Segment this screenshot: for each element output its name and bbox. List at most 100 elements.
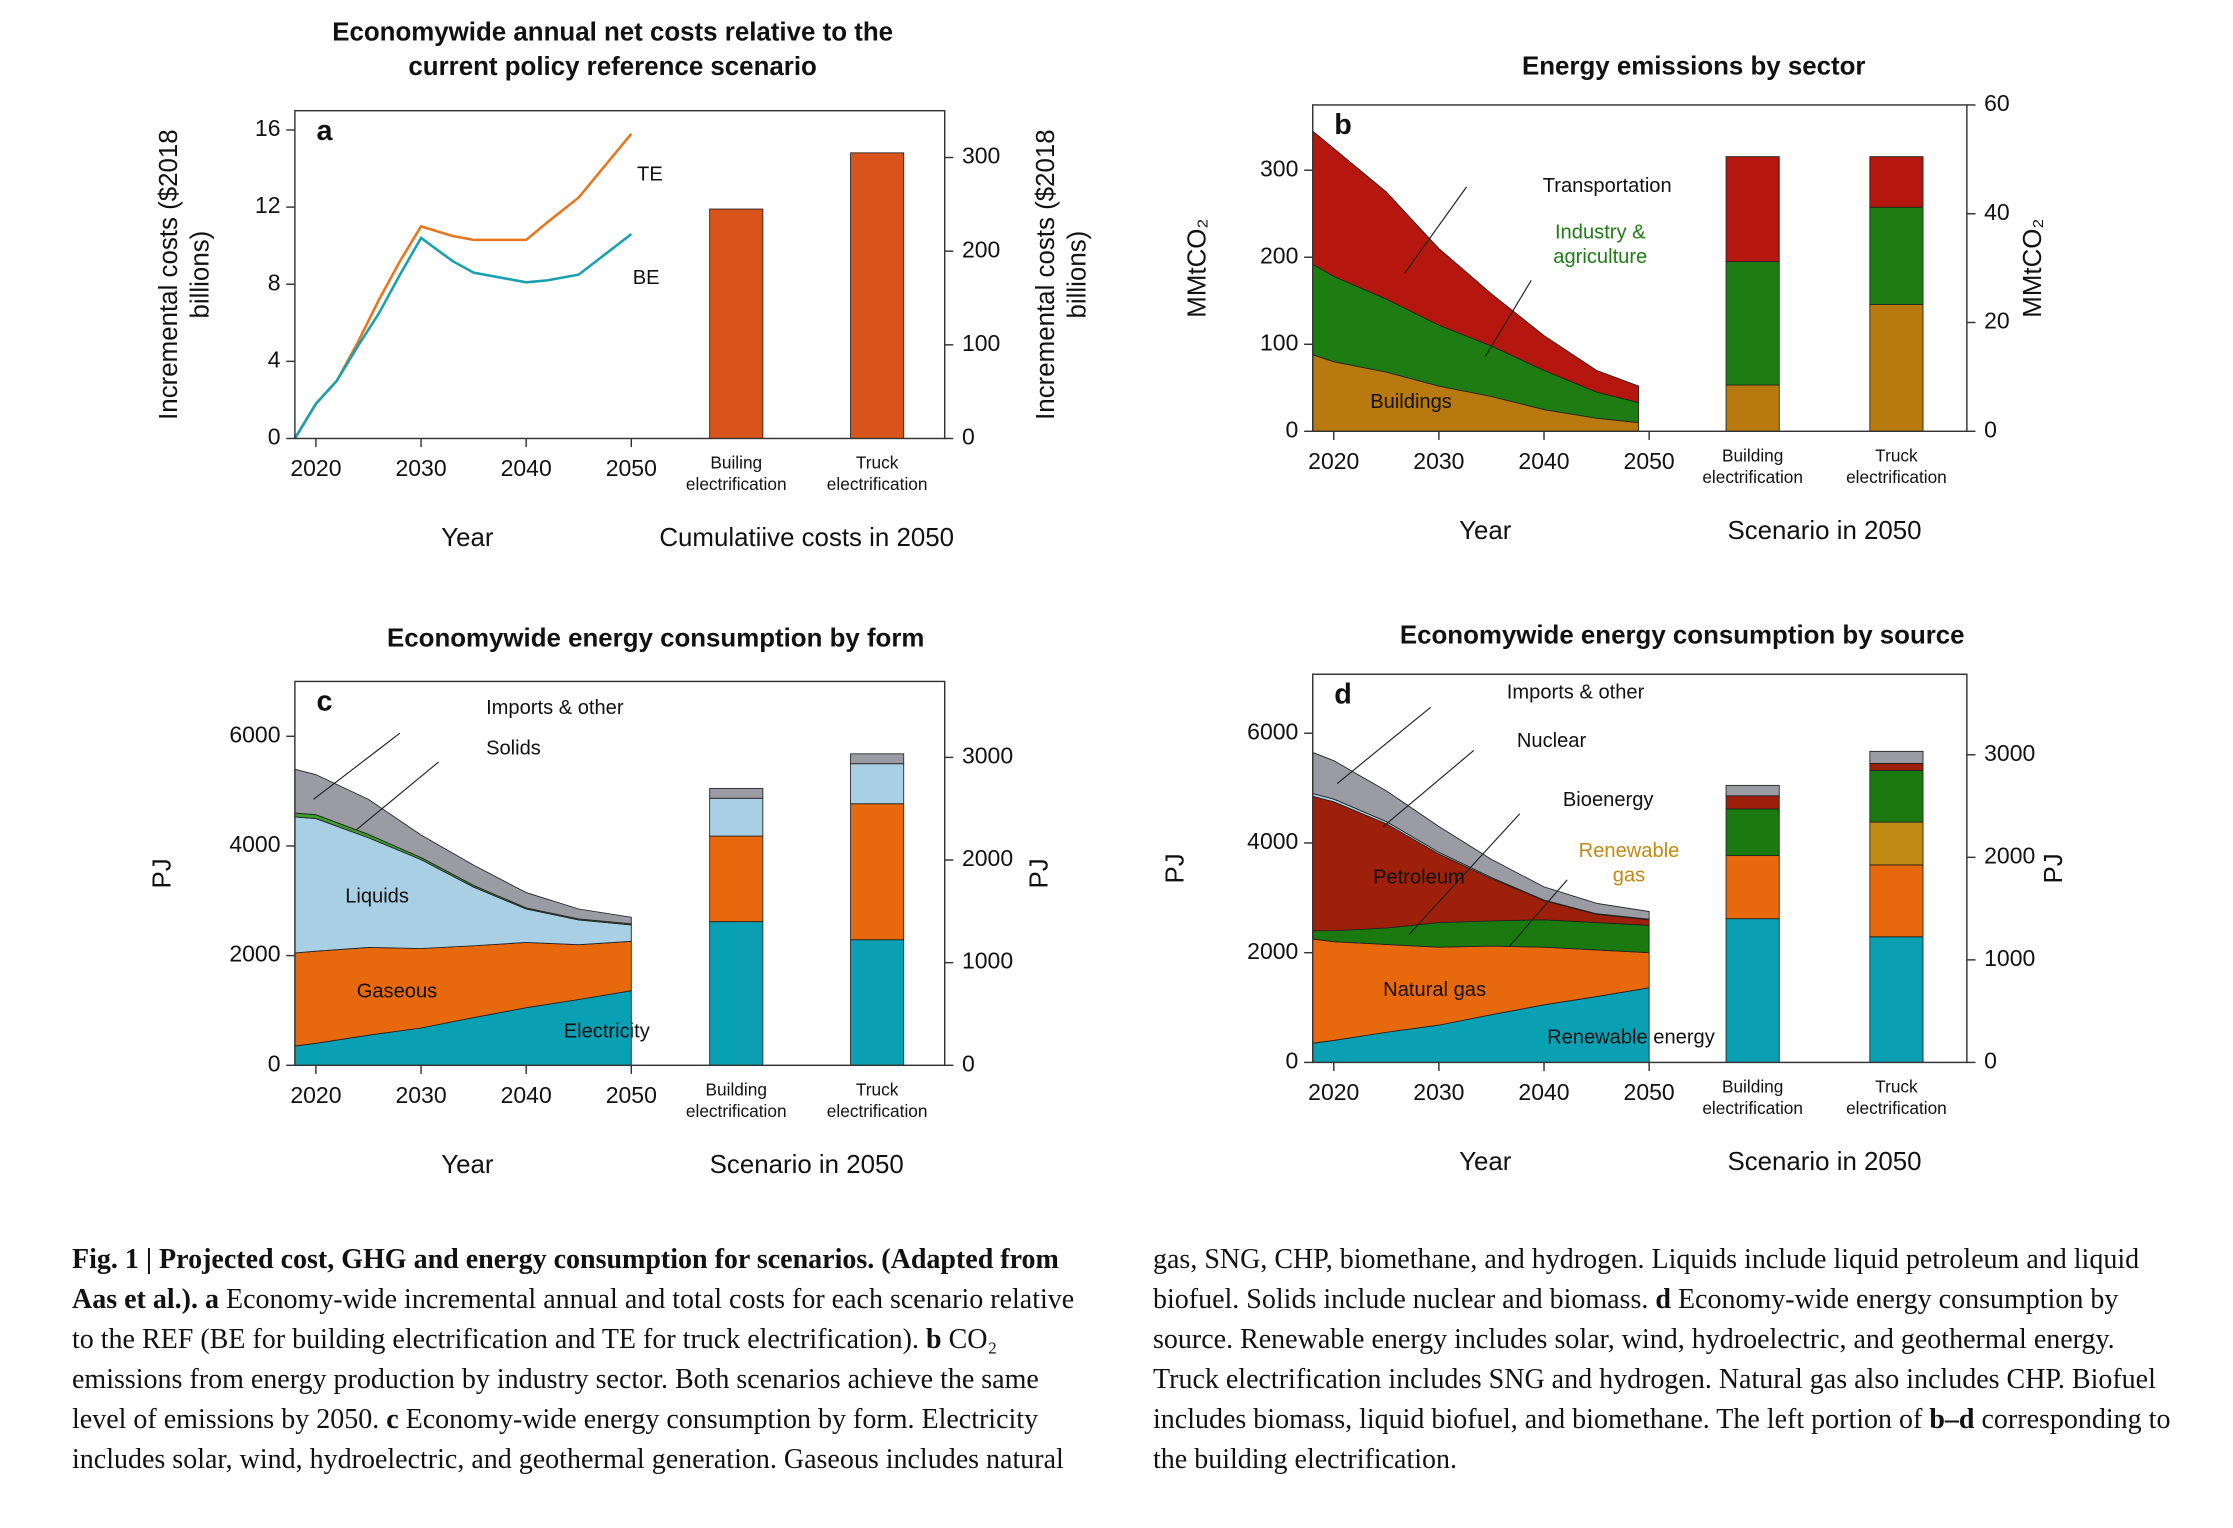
- y2-tick-label: 200: [962, 236, 1000, 262]
- line: [293, 133, 633, 440]
- caption: Fig. 1 | Projected cost, GHG and energy …: [72, 1240, 2178, 1526]
- series-label: Transportation: [1543, 175, 1672, 197]
- x-tick-label: 2030: [395, 455, 446, 481]
- leader-line: [1484, 280, 1532, 357]
- y-axis-label-box: PJ: [146, 858, 176, 889]
- y2-axis-label-box: Incremental costs ($2018 billions): [1031, 129, 1091, 420]
- bar-segment: [1725, 261, 1780, 386]
- x-tick-label: 2020: [290, 1082, 341, 1108]
- y2-tick-label: 20: [1984, 308, 2010, 334]
- y2-tick-label: 0: [962, 1050, 975, 1076]
- y-tick-label: 12: [255, 192, 281, 218]
- series-label-box: Renewable gas: [1578, 838, 1680, 886]
- bar-segment: [709, 835, 764, 923]
- y2-axis-label: MMtCO₂: [2017, 218, 2046, 318]
- bar: [850, 152, 905, 439]
- y2-tick-label: 0: [962, 424, 975, 450]
- series-label: Natural gas: [1383, 979, 1486, 1001]
- leader-line: [1509, 879, 1568, 947]
- leader-line: [1408, 813, 1521, 935]
- bar-category-box: Truck electrification: [826, 1079, 928, 1122]
- plot-frame: [294, 109, 946, 440]
- y2-tick-label: 3000: [1984, 740, 2035, 766]
- bar-segment: [1869, 304, 1924, 432]
- y-tick-label: 6000: [229, 721, 280, 747]
- bar-category: Builing electrification: [685, 452, 787, 495]
- y2-tick-label: 60: [1984, 90, 2010, 116]
- caption-title: Fig. 1 | Projected cost, GHG and energy …: [72, 1244, 1059, 1315]
- leader-line: [1382, 750, 1475, 828]
- y2-tick-label: 1000: [1984, 945, 2035, 971]
- x-tick-label: 2040: [501, 1082, 552, 1108]
- bar-segment: [1725, 795, 1780, 810]
- bar-segment: [1869, 762, 1924, 771]
- series-label: Petroleum: [1373, 867, 1465, 889]
- x-tick-label: 2050: [606, 1082, 657, 1108]
- leader-line: [1404, 186, 1468, 274]
- leader-line: [1336, 706, 1431, 784]
- area: [1312, 751, 1650, 920]
- y-tick-label: 6000: [1247, 718, 1298, 744]
- y2-tick-label: 0: [1984, 416, 1997, 442]
- series-label: Gaseous: [357, 980, 438, 1002]
- y2-axis-label: PJ: [1023, 858, 1053, 889]
- y2-tick-label: 1000: [962, 948, 1013, 974]
- y-axis-label: PJ: [1160, 853, 1190, 884]
- y-axis-label-box: Incremental costs ($2018 billions): [153, 129, 215, 420]
- bar-segment: [850, 939, 905, 1066]
- bar-segment: [709, 921, 764, 1066]
- series-label: Renewable gas: [1578, 838, 1680, 886]
- y-axis-label: PJ: [146, 858, 176, 889]
- line: [293, 233, 633, 440]
- bar-segment: [1869, 770, 1924, 823]
- x-tick-label: 2020: [1308, 1079, 1359, 1105]
- series-label: Solids: [486, 737, 541, 759]
- series-label: Liquids: [345, 885, 409, 907]
- series-label: Electricity: [564, 1021, 651, 1043]
- bar-category-box: Truck electrification: [1846, 446, 1947, 488]
- caption-text: Economy-wide energy consumption by form.…: [72, 1244, 2140, 1475]
- bar-segment: [1869, 206, 1924, 305]
- x-tick-label: 2050: [606, 455, 657, 481]
- x-tick-label: 2030: [1413, 448, 1464, 474]
- chart-title: Economywide energy consumption by source: [1400, 622, 1965, 650]
- y-tick-label: 4000: [1247, 828, 1298, 854]
- x-tick-label: 2030: [395, 1082, 446, 1108]
- series-label: TE: [637, 164, 663, 186]
- x-tick-label: 2040: [501, 455, 552, 481]
- x-tick-label: 2030: [1413, 1079, 1464, 1105]
- y-tick-label: 2000: [1247, 938, 1298, 964]
- bar-segment: [709, 787, 764, 799]
- series-label: BE: [633, 267, 660, 289]
- bar-segment: [1725, 384, 1780, 432]
- bar-category: Truck electrification: [1846, 1076, 1947, 1119]
- x-axis-label: Scenario in 2050: [1727, 517, 1921, 545]
- x-axis-label: Year: [1459, 517, 1512, 545]
- series-label: Imports & other: [1507, 681, 1645, 703]
- bar-segment: [1725, 855, 1780, 920]
- bar-segment: [1725, 918, 1780, 1063]
- caption-label: b: [926, 1324, 942, 1355]
- y-tick-label: 16: [255, 115, 281, 141]
- bar-category-box: Builing electrification: [685, 452, 787, 495]
- area: [294, 768, 632, 925]
- bar-category: Truck electrification: [826, 1079, 928, 1122]
- panel-letter: b: [1334, 109, 1352, 141]
- bar-category: Building electrification: [1702, 445, 1803, 488]
- y2-tick-label: 40: [1984, 199, 2010, 225]
- caption-text: Economy-wide incremental annual and tota…: [72, 1284, 1075, 1355]
- y-tick-label: 4000: [229, 831, 280, 857]
- y2-tick-label: 2000: [962, 845, 1013, 871]
- series-label: Imports & other: [486, 697, 624, 719]
- series-label: Buildings: [1370, 391, 1452, 413]
- panel-letter: c: [316, 686, 332, 718]
- caption-text: Economy-wide energy consumption by sourc…: [1153, 1284, 2156, 1435]
- y-axis-label: Incremental costs ($2018 billions): [153, 129, 215, 420]
- bar-segment: [1869, 750, 1924, 764]
- series-label: Nuclear: [1517, 730, 1587, 752]
- series-label: Bioenergy: [1563, 789, 1654, 811]
- bar-segment: [850, 763, 905, 805]
- bar: [709, 208, 764, 439]
- plot-frame: [294, 680, 946, 1067]
- bar-category-box: Building electrification: [1702, 445, 1803, 488]
